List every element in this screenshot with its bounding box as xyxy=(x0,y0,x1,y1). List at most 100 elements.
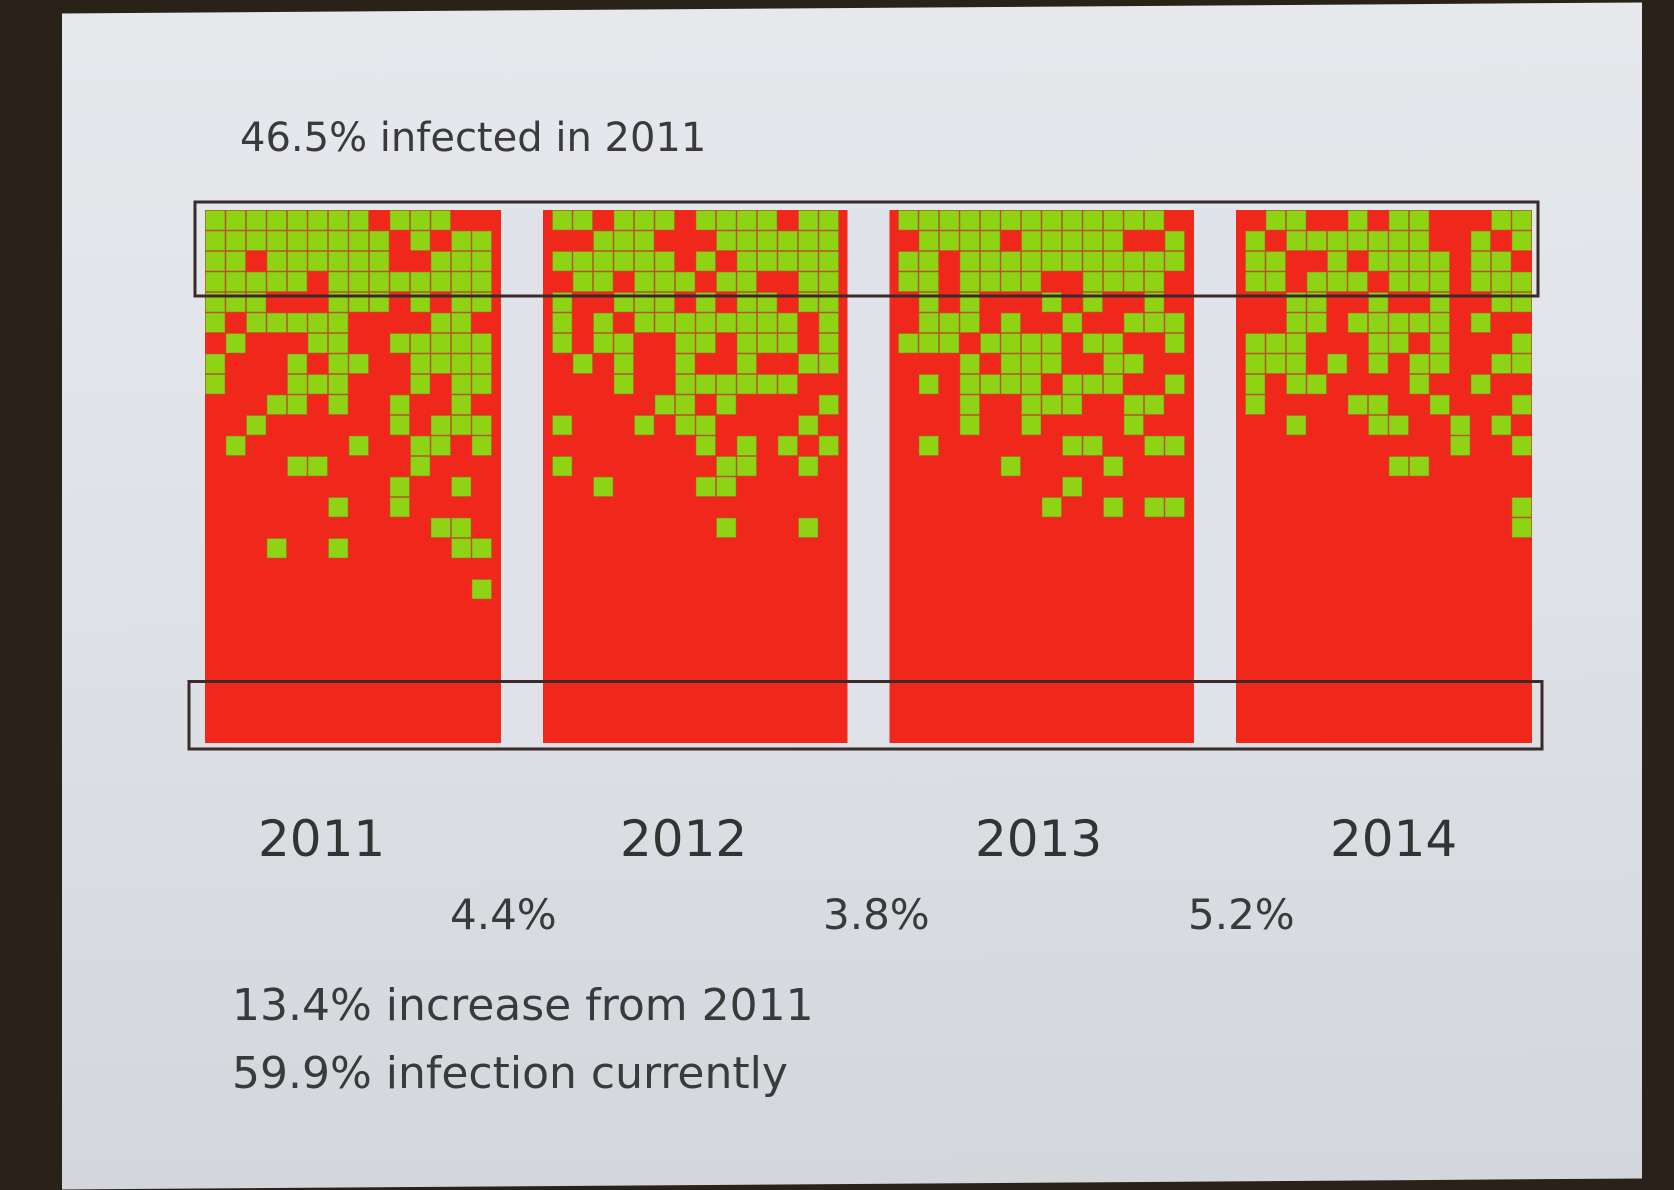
heatmap-cell-healthy xyxy=(1000,456,1021,477)
heatmap-cell-healthy xyxy=(1164,374,1185,395)
heatmap-cell-healthy xyxy=(225,271,246,292)
heatmap-cell-healthy xyxy=(798,353,819,374)
heatmap-cell-healthy xyxy=(287,312,308,333)
heatmap-cell-healthy xyxy=(225,210,246,231)
heatmap-cell-healthy xyxy=(757,210,778,231)
heatmap-cell-healthy xyxy=(552,210,573,231)
heatmap-cell-healthy xyxy=(654,312,675,333)
heatmap-cell-healthy xyxy=(1511,210,1532,231)
heatmap-cell-healthy xyxy=(451,333,472,354)
heatmap-cell-healthy xyxy=(1491,415,1512,436)
heatmap-cell-healthy xyxy=(451,415,472,436)
heatmap-cell-healthy xyxy=(1062,476,1083,497)
heatmap-cell-healthy xyxy=(389,476,410,497)
heatmap-cell-healthy xyxy=(1103,374,1124,395)
heatmap-cell-healthy xyxy=(695,312,716,333)
heatmap-cell-healthy xyxy=(613,230,634,251)
heatmap-cell-healthy xyxy=(818,333,839,354)
heatmap-cell-healthy xyxy=(246,415,267,436)
heatmap-cell-healthy xyxy=(675,394,696,415)
heatmap-cell-healthy xyxy=(736,210,757,231)
heatmap-cell-healthy xyxy=(798,271,819,292)
heatmap-cell-healthy xyxy=(1388,312,1409,333)
heatmap-cell-healthy xyxy=(307,374,328,395)
heatmap-cell-healthy xyxy=(1000,333,1021,354)
slide-title: 46.5% infected in 2011 xyxy=(240,115,707,161)
heatmap-cell-healthy xyxy=(1306,312,1327,333)
heatmap-cell-healthy xyxy=(1103,497,1124,518)
heatmap-cell-healthy xyxy=(777,251,798,272)
heatmap-cell-healthy xyxy=(1409,210,1430,231)
heatmap-cell-healthy xyxy=(1144,251,1165,272)
heatmap-block-2012 xyxy=(552,210,839,743)
heatmap-cell-healthy xyxy=(1062,230,1083,251)
heatmap-cell-healthy xyxy=(266,538,287,559)
heatmap-cell-healthy xyxy=(1123,353,1144,374)
heatmap-cell-healthy xyxy=(430,435,451,456)
heatmap-cell-healthy xyxy=(1123,271,1144,292)
heatmap-cell-healthy xyxy=(1368,394,1389,415)
heatmap-cell-healthy xyxy=(205,353,226,374)
heatmap-cell-healthy xyxy=(1511,271,1532,292)
heatmap-cell-healthy xyxy=(716,230,737,251)
heatmap-cell-healthy xyxy=(451,271,472,292)
heatmap-separator xyxy=(501,208,543,747)
heatmap-cell-healthy xyxy=(307,456,328,477)
heatmap-cell-healthy xyxy=(1368,333,1389,354)
heatmap-cell-healthy xyxy=(287,271,308,292)
heatmap-cell-healthy xyxy=(818,271,839,292)
heatmap-cell-healthy xyxy=(1041,333,1062,354)
heatmap-cell-healthy xyxy=(1450,435,1471,456)
heatmap-cell-healthy xyxy=(1245,353,1266,374)
heatmap-cell-healthy xyxy=(389,271,410,292)
heatmap-cell-healthy xyxy=(959,394,980,415)
heatmap-cell-healthy xyxy=(736,333,757,354)
heatmap-cell-healthy xyxy=(1164,312,1185,333)
heatmap-cell-healthy xyxy=(430,517,451,538)
heatmap-cell-healthy xyxy=(1144,497,1165,518)
heatmap-cell-healthy xyxy=(593,476,614,497)
heatmap-cell-healthy xyxy=(654,394,675,415)
bottom-row-band xyxy=(187,680,1544,751)
heatmap-cell-healthy xyxy=(695,333,716,354)
heatmap-cell-healthy xyxy=(1388,333,1409,354)
heatmap-cell-healthy xyxy=(959,210,980,231)
heatmap-cell-healthy xyxy=(613,353,634,374)
heatmap-cell-healthy xyxy=(1245,394,1266,415)
heatmap-cell-healthy xyxy=(736,251,757,272)
heatmap-cell-healthy xyxy=(1082,210,1103,231)
heatmap-cell-healthy xyxy=(451,476,472,497)
heatmap-cell-healthy xyxy=(1265,251,1286,272)
heatmap-cell-healthy xyxy=(1511,230,1532,251)
heatmap-cell-healthy xyxy=(1429,312,1450,333)
heatmap-cell-healthy xyxy=(1470,230,1491,251)
heatmap-cell-healthy xyxy=(798,415,819,436)
heatmap-cell-healthy xyxy=(1082,374,1103,395)
heatmap-cell-healthy xyxy=(736,312,757,333)
heatmap-cell-healthy xyxy=(757,230,778,251)
heatmap-cell-healthy xyxy=(1327,353,1348,374)
heatmap-cell-healthy xyxy=(1491,271,1512,292)
year-label-2014: 2014 xyxy=(1330,810,1458,868)
heatmap-cell-healthy xyxy=(798,251,819,272)
heatmap-cell-healthy xyxy=(818,210,839,231)
year-label-2012: 2012 xyxy=(620,810,748,868)
heatmap-cell-healthy xyxy=(1409,456,1430,477)
heatmap-cell-healthy xyxy=(205,271,226,292)
heatmap-cell-healthy xyxy=(266,394,287,415)
heatmap-cell-healthy xyxy=(1470,271,1491,292)
heatmap-cell-healthy xyxy=(695,251,716,272)
heatmap-cell-healthy xyxy=(1429,353,1450,374)
heatmap-cell-healthy xyxy=(225,230,246,251)
heatmap-cell-healthy xyxy=(1511,517,1532,538)
heatmap-cell-healthy xyxy=(716,476,737,497)
heatmap-cell-healthy xyxy=(695,415,716,436)
heatmap-cell-healthy xyxy=(798,230,819,251)
heatmap-cell-healthy xyxy=(1286,210,1307,231)
heatmap-cell-healthy xyxy=(1368,415,1389,436)
heatmap-cell-healthy xyxy=(1000,312,1021,333)
heatmap-cell-healthy xyxy=(1103,333,1124,354)
top-row-band xyxy=(193,200,1540,298)
heatmap-cell-healthy xyxy=(918,230,939,251)
